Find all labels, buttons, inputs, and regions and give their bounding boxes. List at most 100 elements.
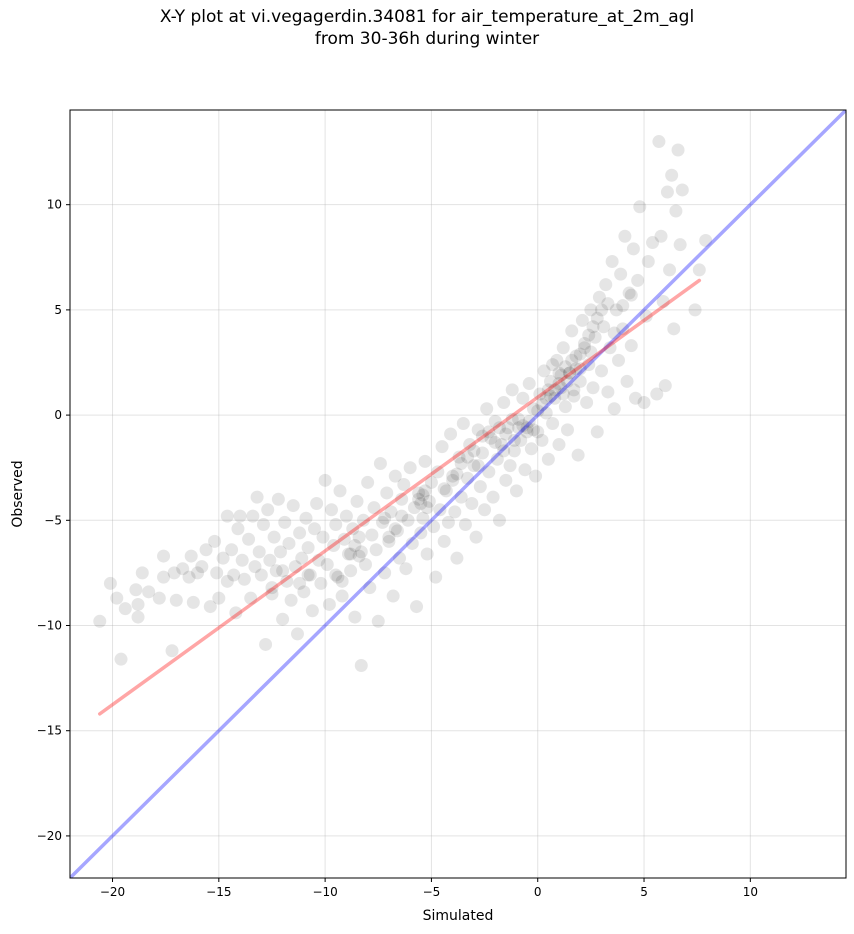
scatter-point [435, 440, 449, 454]
scatter-point [407, 501, 421, 515]
scatter-point [305, 604, 319, 618]
scatter-point [446, 473, 460, 487]
scatter-point [278, 515, 292, 529]
scatter-point [384, 505, 398, 519]
x-tick-label: −15 [206, 885, 231, 899]
scatter-point [263, 553, 277, 567]
scatter-point [286, 499, 300, 513]
scatter-point [541, 452, 555, 466]
scatter-point [273, 545, 287, 559]
scatter-point [543, 374, 557, 388]
scatter-point [344, 547, 358, 561]
y-axis-label: Observed [10, 460, 26, 527]
scatter-point [376, 515, 390, 529]
scatter-point [152, 591, 166, 605]
scatter-point [520, 421, 534, 435]
scatter-point [131, 597, 145, 611]
y-tick-label: 10 [47, 198, 62, 212]
y-tick-label: −10 [37, 619, 62, 633]
scatter-point [446, 469, 460, 483]
scatter-point [601, 385, 615, 399]
scatter-point [473, 480, 487, 494]
scatter-point [344, 564, 358, 578]
fit-line [98, 278, 702, 716]
scatter-point [393, 551, 407, 565]
scatter-point [556, 387, 570, 401]
scatter-point [543, 389, 557, 403]
scatter-point [176, 562, 190, 576]
scatter-point [329, 568, 343, 582]
scatter-point [584, 303, 598, 317]
scatter-point [420, 501, 434, 515]
scatter-point [573, 374, 587, 388]
y-tick-label: −20 [37, 829, 62, 843]
scatter-point [329, 518, 343, 532]
scatter-point [259, 637, 273, 651]
scatter-point [499, 427, 513, 441]
scatter-point [301, 541, 315, 555]
scatter-point [622, 286, 636, 300]
scatter-point [429, 570, 443, 584]
scatter-point [244, 591, 258, 605]
scatter-point [505, 412, 519, 426]
scatter-point [497, 395, 511, 409]
scatter-point [629, 391, 643, 405]
scatter-point [475, 429, 489, 443]
y-tick-label: 0 [54, 408, 62, 422]
scatter-point [558, 360, 572, 374]
scatter-point [663, 263, 677, 277]
scatter-point [548, 391, 562, 405]
scatter-point [669, 204, 683, 218]
scatter-point [327, 539, 341, 553]
scatter-point [369, 543, 383, 557]
scatter-point [671, 143, 685, 157]
scatter-point [227, 568, 241, 582]
scatter-point [526, 402, 540, 416]
scatter-point [320, 557, 334, 571]
scatter-point [573, 347, 587, 361]
scatter-point [322, 597, 336, 611]
scatter-point [660, 185, 674, 199]
scatter-point [563, 366, 577, 380]
scatter-point [118, 602, 132, 616]
scatter-point [352, 530, 366, 544]
chart-title: X-Y plot at vi.vegagerdin.34081 for air_… [0, 6, 854, 50]
scatter-point [526, 423, 540, 437]
scatter-point [507, 444, 521, 458]
chart-title-line-2: from 30-36h during winter [314, 29, 540, 49]
scatter-point [237, 572, 251, 586]
scatter-point [509, 484, 523, 498]
scatter-point [424, 475, 438, 489]
scatter-point [208, 534, 222, 548]
scatter-point [293, 576, 307, 590]
scatter-point [348, 610, 362, 624]
scatter-point [93, 614, 107, 628]
identity-line [70, 110, 846, 878]
scatter-point [637, 395, 651, 409]
scatter-point [614, 267, 628, 281]
scatter-point [652, 135, 666, 149]
scatter-point [301, 568, 315, 582]
scatter-point [295, 551, 309, 565]
scatter-point [616, 322, 630, 336]
scatter-point [541, 383, 555, 397]
scatter-point [535, 398, 549, 412]
scatter-point [688, 303, 702, 317]
scatter-point [256, 518, 270, 532]
scatter-point [571, 448, 585, 462]
scatter-point [567, 383, 581, 397]
scatter-point [401, 513, 415, 527]
scatter-point [284, 593, 298, 607]
scatter-point [569, 349, 583, 363]
scatter-point [471, 423, 485, 437]
scatter-point [367, 501, 381, 515]
scatter-point [142, 585, 156, 599]
scatter-point [467, 444, 481, 458]
scatter-point [252, 545, 266, 559]
scatter-point [299, 511, 313, 525]
data-points [93, 135, 713, 672]
scatter-point [288, 560, 302, 574]
scatter-point [293, 526, 307, 540]
scatter-point [592, 290, 606, 304]
